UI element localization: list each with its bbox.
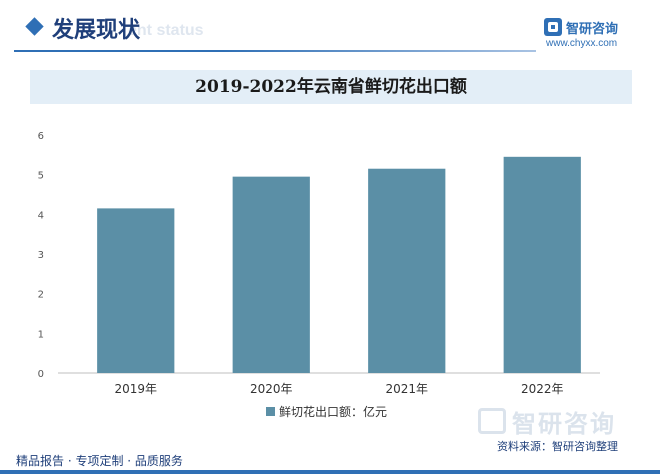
brand-block: 智研咨询 www.chyxx.com <box>544 16 644 56</box>
y-tick-label: 6 <box>38 131 44 142</box>
footer-accent-bar <box>0 470 660 474</box>
legend-swatch <box>266 407 275 416</box>
watermark-logo-icon <box>478 408 506 434</box>
bar <box>232 176 310 373</box>
y-tick-label: 5 <box>38 171 44 182</box>
chart-title: 2019-2022年云南省鲜切花出口额 <box>195 77 467 97</box>
footer-bar: 精品报告 · 专项定制 · 品质服务 <box>0 446 660 474</box>
watermark-text: 智研咨询 <box>512 410 616 438</box>
bar <box>503 156 581 373</box>
footer-tagline: 精品报告 · 专项定制 · 品质服务 <box>16 454 183 468</box>
header-divider <box>14 50 536 52</box>
x-tick-label: 2022年 <box>521 382 564 396</box>
y-tick-label: 2 <box>38 290 44 301</box>
header: ent status 发展现状 智研咨询 www.chyxx.com <box>0 0 660 62</box>
brand-name: 智研咨询 <box>566 22 619 37</box>
data-source: 资料来源：智研咨询整理 <box>497 440 618 453</box>
y-tick-label: 0 <box>38 369 44 380</box>
bar <box>368 168 446 373</box>
section-title: 发展现状 <box>52 18 141 43</box>
section-subtitle-watermark: ent status <box>128 22 204 39</box>
bar <box>97 208 175 373</box>
x-tick-label: 2019年 <box>114 382 157 396</box>
legend-label: 鲜切花出口额：亿元 <box>279 404 387 419</box>
y-tick-label: 4 <box>38 210 44 221</box>
x-tick-label: 2020年 <box>250 382 293 396</box>
y-tick-label: 3 <box>38 250 44 261</box>
brand-url: www.chyxx.com <box>546 38 618 49</box>
x-tick-label: 2021年 <box>385 382 428 396</box>
chart-title-band: 2019-2022年云南省鲜切花出口额 <box>30 70 632 104</box>
y-tick-label: 1 <box>38 329 44 340</box>
brand-logo-icon <box>544 18 562 36</box>
